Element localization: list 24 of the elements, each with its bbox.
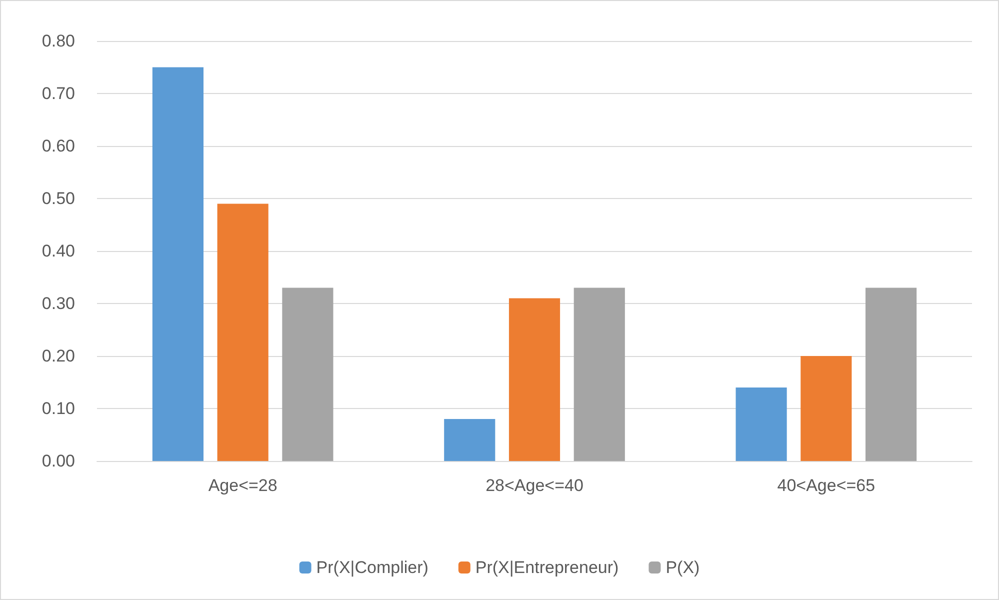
bar (217, 204, 268, 461)
legend-label: Pr(X|Entrepreneur) (475, 558, 619, 577)
y-tick-label: 0.30 (42, 294, 75, 313)
bar (866, 288, 917, 461)
bar (800, 356, 852, 461)
x-tick-label: 28<Age<=40 (486, 476, 584, 495)
y-tick-label: 0.60 (42, 136, 75, 156)
bar (282, 288, 334, 461)
bar (444, 419, 496, 461)
bar (574, 288, 625, 461)
y-tick-label: 0.10 (42, 399, 75, 418)
legend-label: Pr(X|Complier) (316, 558, 428, 577)
y-tick-label: 0.00 (42, 452, 75, 470)
bar (508, 298, 560, 461)
x-tick-label: 40<Age<=65 (777, 476, 876, 495)
y-tick-label: 0.50 (42, 189, 75, 208)
y-tick-label: 0.80 (42, 32, 75, 50)
bar (152, 67, 204, 461)
x-tick-label: Age<=28 (208, 476, 278, 495)
y-tick-label: 0.20 (42, 346, 75, 366)
y-tick-label: 0.70 (42, 84, 75, 103)
legend-label: P(X) (666, 558, 700, 577)
y-tick-label: 0.40 (42, 242, 75, 260)
bar (736, 388, 787, 461)
